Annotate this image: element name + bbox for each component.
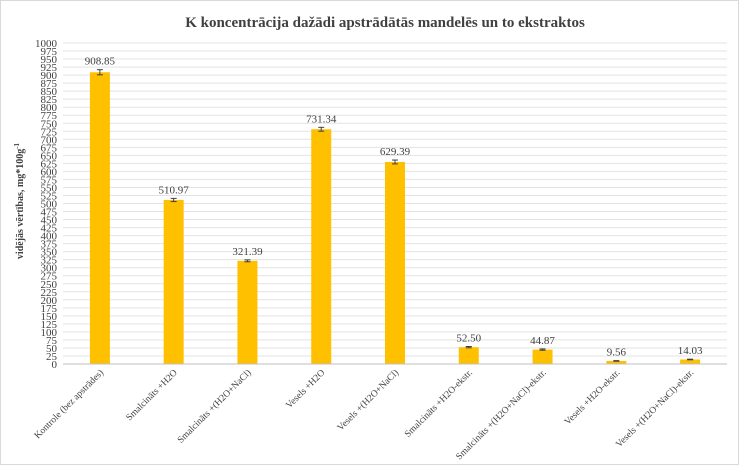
- y-tick-label: 325: [41, 255, 58, 267]
- y-tick-label: 750: [41, 118, 58, 130]
- chart-title: K koncentrācija dažādi apstrādātās mande…: [185, 15, 585, 31]
- y-tick-label: 675: [41, 142, 58, 154]
- bar: [458, 347, 479, 364]
- y-tick-label: 575: [41, 174, 58, 186]
- data-label: 14.03: [678, 345, 703, 357]
- y-tick-label: 825: [41, 94, 58, 106]
- y-tick-label: 400: [41, 231, 58, 243]
- data-label: 629.39: [380, 146, 411, 158]
- bar: [680, 359, 701, 364]
- y-tick-label: 475: [41, 207, 58, 219]
- y-tick-label: 425: [41, 223, 58, 235]
- bar: [163, 199, 184, 364]
- y-tick-label: 650: [41, 150, 58, 162]
- bars: [89, 72, 701, 364]
- data-label: 510.97: [159, 184, 190, 196]
- error-bars: [96, 69, 694, 362]
- bar: [532, 349, 553, 364]
- y-tick-label: 200: [41, 295, 58, 307]
- bar: [311, 129, 332, 364]
- y-tick-label: 950: [41, 54, 58, 66]
- y-tick-label: 250: [41, 279, 58, 291]
- y-tick-label: 1000: [35, 38, 58, 50]
- x-tick-label: Vesels +H2O: [285, 368, 328, 411]
- y-tick-label: 450: [41, 215, 58, 227]
- y-tick-label: 725: [41, 126, 58, 138]
- y-tick-label: 100: [41, 327, 58, 339]
- y-tick-label: 525: [41, 190, 58, 202]
- y-axis-label: vidējās vērtības, mg*100g-1: [13, 142, 26, 259]
- y-tick-label: 800: [41, 102, 58, 114]
- y-tick-label: 600: [41, 166, 58, 178]
- y-tick-label: 550: [41, 182, 58, 194]
- y-tick-label: 25: [46, 351, 58, 363]
- x-tick-label: Smalcināts +(H2O+NaCl): [175, 367, 253, 445]
- x-tick-label: Vesels +(H2O+NaCl)-ekstr.: [614, 367, 697, 450]
- y-tick-label: 75: [46, 335, 58, 347]
- x-tick-label: Vesels +(H2O+NaCl): [335, 367, 401, 433]
- y-tick-label: 0: [52, 359, 58, 371]
- y-tick-label: 975: [41, 46, 58, 58]
- x-tick-label: Smalcināts +H2O-ekstr.: [403, 368, 475, 440]
- data-label: 321.39: [232, 246, 263, 258]
- y-axis-label-superscript: -1: [13, 142, 21, 148]
- y-tick-label: 225: [41, 287, 58, 299]
- y-axis-ticks: 0255075100125150175200225250275300325350…: [35, 38, 58, 371]
- x-axis-ticks: Kontrole (bez apstrādes) Smalcināts +H2OS…: [32, 367, 696, 462]
- y-tick-label: 925: [41, 62, 58, 74]
- y-tick-label: 500: [41, 199, 58, 211]
- y-tick-label: 50: [46, 343, 58, 355]
- y-tick-label: 625: [41, 158, 58, 170]
- data-label: 44.87: [530, 335, 555, 347]
- data-label: 731.34: [306, 113, 337, 125]
- data-labels: 908.85 510.97 321.39 731.34 629.39 52.50 44.87…: [85, 56, 703, 359]
- x-tick-label: Kontrole (bez apstrādes): [32, 367, 106, 441]
- y-tick-label: 300: [41, 263, 58, 275]
- bar: [385, 161, 405, 364]
- x-tick-label: Vesels +H2O-ekstr.: [563, 368, 622, 427]
- y-tick-label: 775: [41, 110, 58, 122]
- y-tick-label: 350: [41, 247, 58, 259]
- y-tick-label: 275: [41, 271, 58, 283]
- bar: [89, 72, 110, 364]
- y-tick-label: 900: [41, 70, 58, 82]
- y-tick-label: 375: [41, 239, 58, 251]
- y-tick-label: 850: [41, 86, 58, 98]
- bar: [606, 360, 627, 364]
- y-tick-label: 700: [41, 134, 58, 146]
- data-label: 908.85: [85, 56, 116, 68]
- x-tick-label: Smalcināts +H2O: [125, 368, 180, 423]
- data-label: 52.50: [456, 333, 481, 345]
- y-tick-label: 175: [41, 303, 58, 315]
- y-tick-label: 150: [41, 311, 58, 323]
- y-tick-label: 125: [41, 319, 58, 331]
- bar: [237, 260, 258, 364]
- y-axis-label-text: vidējās vērtības, mg*100g: [15, 149, 26, 259]
- data-label: 9.56: [607, 347, 627, 359]
- y-tick-label: 875: [41, 78, 58, 90]
